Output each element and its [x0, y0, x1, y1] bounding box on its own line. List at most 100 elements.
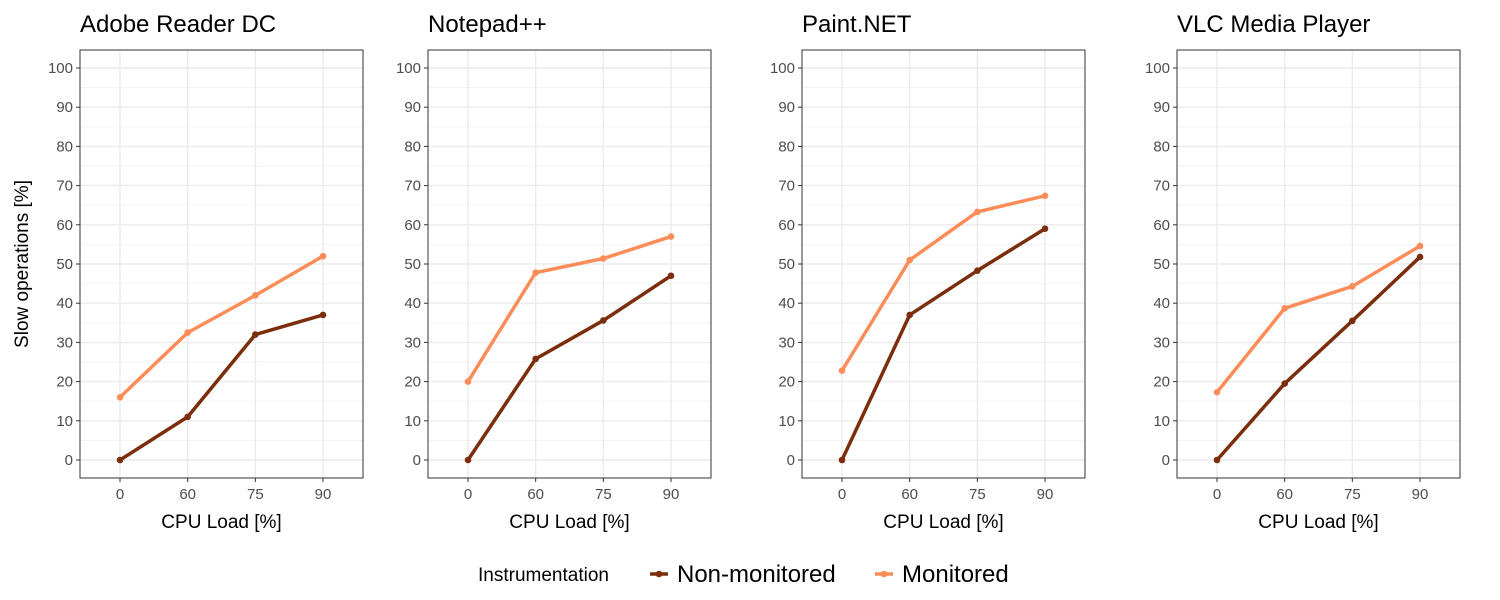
y-tick-label: 20 — [1153, 374, 1170, 391]
data-point-monitored — [838, 367, 846, 374]
legend-item-monitored: Monitored — [875, 561, 1009, 588]
x-tick-label: 60 — [1276, 486, 1293, 503]
data-point-monitored — [116, 393, 124, 401]
y-tick-label: 60 — [56, 217, 73, 234]
data-point-non-monitored — [1281, 380, 1288, 387]
x-tick-label: 0 — [116, 486, 124, 503]
y-tick-label: 40 — [778, 295, 795, 312]
legend-title: Instrumentation — [478, 565, 609, 586]
y-tick-label: 60 — [778, 217, 795, 234]
panel-border — [79, 49, 364, 479]
facet-title: Paint.NET — [802, 11, 912, 38]
y-tick-label: 90 — [404, 99, 421, 116]
x-tick-label: 75 — [247, 486, 264, 503]
data-point-monitored — [184, 329, 191, 336]
data-point-non-monitored — [906, 311, 913, 319]
y-tick-label: 0 — [65, 452, 73, 469]
y-tick-label: 0 — [1162, 452, 1170, 469]
y-tick-label: 20 — [56, 374, 73, 391]
series-line-non-monitored — [1215, 255, 1422, 462]
facet-adobe-reader-dc: Adobe Reader DC 0 10 20 30 40 50 60 70 80 90 100 0 60… — [48, 11, 364, 533]
data-point-monitored — [1416, 242, 1424, 250]
panel-border — [801, 49, 1086, 479]
y-tick-label: 100 — [396, 60, 421, 77]
series-line-monitored — [466, 234, 672, 383]
y-tick-label: 70 — [778, 178, 795, 195]
x-tick-label: 90 — [663, 486, 680, 503]
y-axis-title: Slow operations [%] — [12, 180, 33, 348]
y-tick-label: 20 — [778, 374, 795, 391]
y-tick-label: 60 — [404, 217, 421, 234]
x-axis-title: CPU Load [%] — [509, 512, 629, 533]
y-tick-label: 100 — [48, 60, 73, 77]
y-tick-label: 20 — [404, 374, 421, 391]
y-tick-label: 100 — [770, 60, 795, 77]
data-point-non-monitored — [184, 413, 191, 421]
data-point-non-monitored — [600, 317, 607, 324]
y-tick-label: 90 — [56, 99, 73, 116]
data-point-non-monitored — [1041, 225, 1049, 233]
series-line-monitored — [118, 254, 324, 399]
y-tick-label: 80 — [404, 138, 421, 155]
y-tick-label: 10 — [404, 413, 421, 430]
x-tick-label: 75 — [1344, 486, 1361, 503]
x-axis-title: CPU Load [%] — [161, 512, 281, 533]
y-tick-label: 50 — [1153, 256, 1170, 273]
data-point-non-monitored — [1349, 317, 1356, 325]
x-tick-label: 0 — [838, 486, 846, 503]
y-tick-label: 0 — [787, 452, 795, 469]
y-tick-label: 70 — [56, 178, 73, 195]
y-tick-label: 30 — [778, 334, 795, 351]
y-tick-label: 80 — [778, 138, 795, 155]
panel-border — [1176, 49, 1461, 479]
data-point-non-monitored — [319, 311, 327, 319]
data-point-non-monitored — [838, 456, 846, 464]
y-tick-label: 30 — [56, 334, 73, 351]
data-point-monitored — [252, 292, 259, 299]
legend-key-point — [880, 570, 888, 578]
series-line-non-monitored — [119, 313, 324, 462]
x-tick-label: 75 — [595, 486, 612, 503]
legend-key-point — [655, 570, 663, 578]
y-tick-label: 10 — [778, 413, 795, 430]
x-tick-label: 0 — [1213, 486, 1221, 503]
y-tick-label: 10 — [56, 413, 73, 430]
panel-border — [427, 49, 712, 479]
y-tick-label: 30 — [1153, 334, 1170, 351]
y-tick-label: 0 — [413, 452, 421, 469]
data-point-non-monitored — [532, 355, 539, 363]
x-axis-title: CPU Load [%] — [1258, 512, 1378, 533]
data-point-monitored — [532, 269, 539, 276]
data-point-monitored — [464, 378, 472, 385]
facet-vlc-media-player: VLC Media Player 0 10 20 30 40 50 60 70 80 90 100 0 6… — [1145, 11, 1461, 533]
y-tick-label: 80 — [1153, 138, 1170, 155]
data-point-non-monitored — [1416, 253, 1424, 261]
x-tick-label: 90 — [1037, 486, 1054, 503]
y-tick-label: 40 — [1153, 295, 1170, 312]
data-point-monitored — [667, 233, 675, 240]
data-point-non-monitored — [667, 272, 675, 280]
legend-label: Monitored — [902, 561, 1009, 588]
data-point-monitored — [1041, 192, 1049, 200]
data-point-monitored — [1281, 304, 1288, 312]
legend-label: Non-monitored — [677, 561, 836, 588]
x-tick-label: 0 — [464, 486, 472, 503]
x-tick-label: 90 — [315, 486, 332, 503]
data-point-monitored — [319, 252, 327, 260]
y-tick-label: 80 — [56, 138, 73, 155]
y-tick-label: 70 — [1153, 178, 1170, 195]
data-point-monitored — [974, 208, 981, 216]
series-line-monitored — [840, 194, 1046, 372]
data-point-monitored — [600, 255, 607, 262]
y-tick-label: 40 — [56, 295, 73, 312]
x-axis-title: CPU Load [%] — [883, 512, 1003, 533]
data-point-monitored — [1213, 388, 1221, 396]
x-tick-label: 75 — [969, 486, 986, 503]
series-line-non-monitored — [466, 274, 672, 461]
y-tick-label: 90 — [778, 99, 795, 116]
series-line-non-monitored — [840, 227, 1046, 461]
facet-notepad: Notepad++ 0 10 20 30 40 50 60 70 80 90 100 0 60 75 90 CP… — [396, 11, 712, 533]
data-point-non-monitored — [252, 331, 259, 338]
